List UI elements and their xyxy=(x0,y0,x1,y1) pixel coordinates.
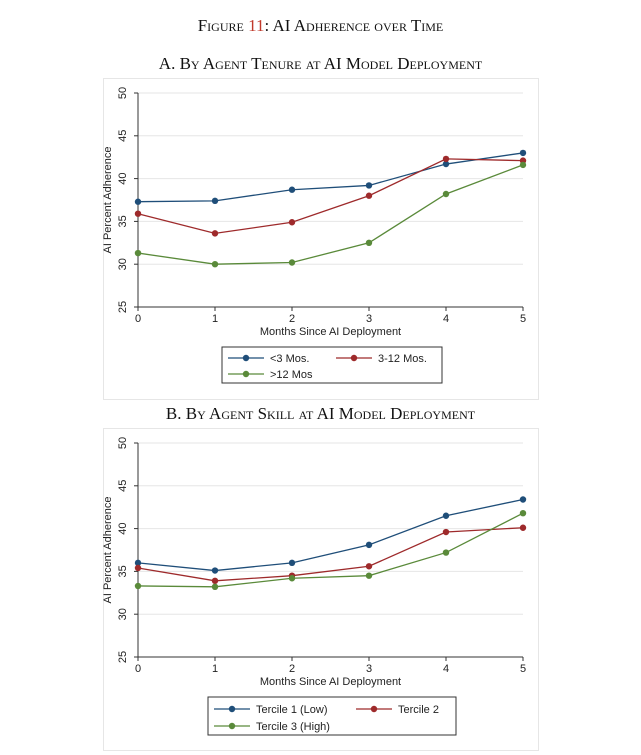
panel-a-legend-label-3: >12 Mos xyxy=(270,369,313,381)
panel-a-series-3-point xyxy=(211,261,219,268)
figure-title-suffix: : AI Adherence over Time xyxy=(264,16,444,35)
panel-b-y-tick-label: 40 xyxy=(117,522,129,534)
panel-b-plot-area xyxy=(138,443,523,657)
panel-a-y-tick-label: 45 xyxy=(117,130,129,142)
panel-a-series-2-line xyxy=(137,158,524,235)
panel-a-series-1-point xyxy=(288,186,296,193)
panel-a-series-3-point xyxy=(134,249,142,257)
panel-a-x-tick-label: 5 xyxy=(520,313,526,325)
figure-number: 11 xyxy=(248,16,265,35)
panel-a-x-tick-label: 0 xyxy=(135,313,141,325)
panel-b-x-tick-label: 5 xyxy=(520,663,526,675)
panel-a-y-tick-label: 50 xyxy=(117,87,129,99)
panel-b-series-1-point xyxy=(442,512,450,519)
panel-b-y-axis-label: AI Percent Adherence xyxy=(102,496,114,603)
figure-title-prefix: Figure xyxy=(197,16,249,35)
panel-a-series-3-line xyxy=(137,164,524,265)
panel-a-series-3-point xyxy=(365,239,373,246)
panel-b-series-1-point xyxy=(134,559,142,567)
panel-b-title: B. By Agent Skill at AI Model Deployment xyxy=(165,404,476,423)
panel-b-series-3-line xyxy=(137,512,524,588)
panel-a-series-1-point xyxy=(211,197,219,205)
panel-b-series-3-point xyxy=(442,549,450,556)
panel-b-series-3-point xyxy=(288,575,296,582)
panel-b-series-2-point xyxy=(211,577,219,585)
panel-b-legend-label-1: Tercile 1 (Low) xyxy=(256,704,328,716)
panel-b-series-2-line xyxy=(137,527,524,582)
panel-b-legend-marker-2 xyxy=(370,705,378,713)
panel-a-x-tick-label: 2 xyxy=(289,313,295,325)
panel-b-series-3-point xyxy=(211,583,219,591)
panel-a-legend-label-2: 3-12 Mos. xyxy=(378,353,427,365)
panel-a-series-2-point xyxy=(211,230,219,237)
panel-a-series-1-line xyxy=(137,152,524,203)
panel-a-y-tick-label: 25 xyxy=(117,301,129,313)
panel-b-y-tick-label: 30 xyxy=(117,608,129,620)
panel-b-series-2-point xyxy=(365,563,373,570)
panel-b-legend-label-2: Tercile 2 xyxy=(398,704,439,716)
panel-b-y-tick-label: 35 xyxy=(117,565,129,577)
panel-b-legend-label-3: Tercile 3 (High) xyxy=(256,721,330,733)
panel-b-legend-marker-1 xyxy=(228,705,236,713)
panel-a-series-3-point xyxy=(288,259,296,266)
panel-a-series-2-point xyxy=(134,210,142,217)
panel-a-series-1-point xyxy=(519,149,527,157)
panel-b-series-3-point xyxy=(134,582,142,590)
panel-b-x-tick-label: 4 xyxy=(443,663,449,675)
panel-a-x-tick-label: 1 xyxy=(212,313,218,325)
panel-b-series-3-point xyxy=(519,509,527,517)
panel-a-series-1-point xyxy=(442,160,450,168)
panel-b-chart: 25 30 35 40 45 50 0 1 2 3 4 5 Months Since AI Deploy… xyxy=(102,428,539,751)
panel-a-series-1-point xyxy=(134,198,142,205)
panel-b-x-tick-label: 3 xyxy=(366,663,372,675)
panel-a-series-2-point xyxy=(365,192,373,199)
panel-b-legend-marker-3 xyxy=(228,722,236,730)
panel-a-plot-area xyxy=(138,93,523,307)
panel-a-series-3-point xyxy=(442,190,450,198)
panel-a-legend xyxy=(221,346,443,384)
panel-a-y-tick-label: 35 xyxy=(117,215,129,227)
panel-a-y-tick-label: 30 xyxy=(117,258,129,270)
panel-b-x-tick-label: 2 xyxy=(289,663,295,675)
panel-a-x-tick-label: 3 xyxy=(366,313,372,325)
panel-b-x-tick-label: 1 xyxy=(212,663,218,675)
panel-b-series-1-point xyxy=(288,559,296,567)
panel-b-series-2-point xyxy=(442,528,450,536)
panel-a-legend-label-1: <3 Mos. xyxy=(270,353,309,365)
panel-a-series-1-point xyxy=(365,182,373,189)
panel-b-y-tick-label: 45 xyxy=(117,480,129,492)
panel-b-y-tick-label: 25 xyxy=(117,651,129,663)
panel-b-series-2-point xyxy=(134,564,142,572)
panel-b-x-axis-label: Months Since AI Deployment xyxy=(260,676,401,688)
panel-a-title: A. By Agent Tenure at AI Model Deploymen… xyxy=(158,54,483,73)
panel-a-y-axis-label: AI Percent Adherence xyxy=(102,146,114,253)
panel-a-series-2-point xyxy=(288,219,296,226)
panel-b-series-1-line xyxy=(137,498,524,572)
panel-a-y-tick-label: 40 xyxy=(117,172,129,184)
panel-b-legend xyxy=(207,696,457,736)
panel-a-legend-marker-2 xyxy=(350,354,358,362)
panel-a-x-tick-label: 4 xyxy=(443,313,449,325)
figure-title: Figure 11: AI Adherence over Time xyxy=(0,16,641,36)
panel-a-series-3-point xyxy=(519,161,527,169)
panel-b-series-1-point xyxy=(365,541,373,549)
panel-a-legend-marker-3 xyxy=(242,370,250,378)
panel-b-series-1-point xyxy=(211,567,219,574)
panel-a-legend-marker-1 xyxy=(242,354,250,362)
panel-a-chart: 25 30 35 40 45 50 0 1 2 3 4 5 Months Since AI Deploy… xyxy=(102,78,539,400)
panel-b-series-2-point xyxy=(519,524,527,531)
panel-a-x-axis-label: Months Since AI Deployment xyxy=(260,326,401,338)
panel-b-series-3-point xyxy=(365,572,373,579)
panel-b-x-tick-label: 0 xyxy=(135,663,141,675)
panel-b-series-1-point xyxy=(519,496,527,503)
panel-a-series-2-point xyxy=(442,155,450,163)
panel-b-y-tick-label: 50 xyxy=(117,437,129,449)
